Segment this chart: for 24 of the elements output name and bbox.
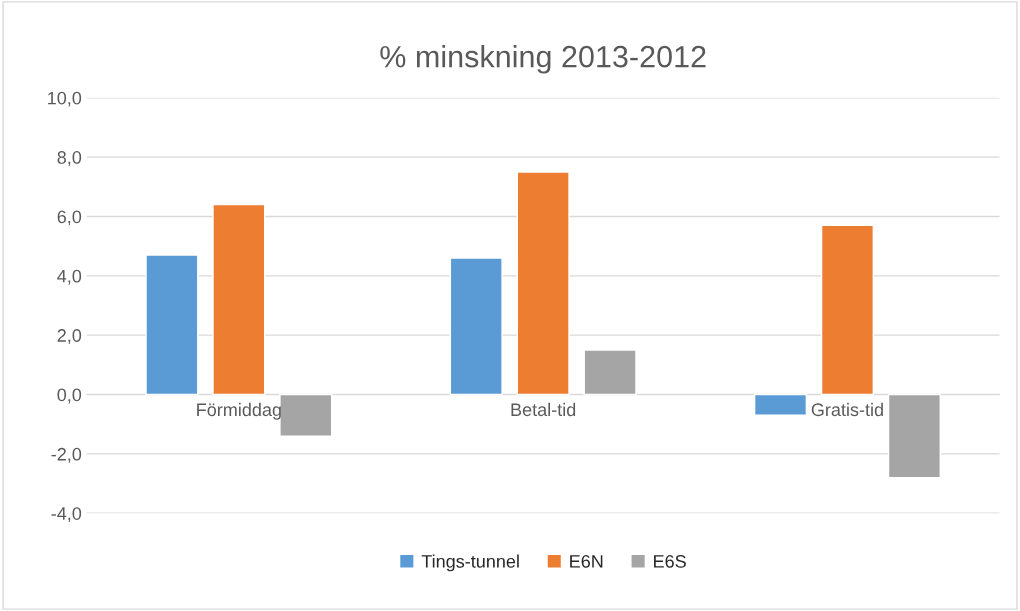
x-tick-label: Betal-tid bbox=[511, 402, 576, 417]
bar bbox=[820, 224, 875, 396]
y-tick-label: 0,0 bbox=[57, 388, 82, 404]
legend-label: E6N bbox=[570, 554, 603, 568]
y-tick-label: 6,0 bbox=[57, 210, 82, 226]
bar bbox=[212, 203, 266, 396]
y-tick-label: 4,0 bbox=[57, 269, 82, 285]
y-tick-label: -4,0 bbox=[51, 507, 82, 523]
bar bbox=[887, 393, 941, 479]
legend-label: Tings-tunnel bbox=[421, 554, 519, 572]
bar bbox=[516, 171, 570, 396]
bar bbox=[145, 254, 199, 396]
bar bbox=[753, 393, 808, 417]
x-tick-label: Gratis-tid bbox=[811, 402, 883, 417]
y-tick-label: 8,0 bbox=[57, 151, 82, 166]
bar bbox=[583, 349, 637, 396]
chart-title: % minskning 2013-2012 bbox=[380, 45, 706, 74]
bar bbox=[449, 257, 503, 396]
bar bbox=[279, 393, 333, 437]
y-tick-label: 2,0 bbox=[57, 329, 82, 345]
legend-label: E6S bbox=[654, 554, 686, 568]
y-tick-label: -2,0 bbox=[51, 447, 82, 463]
y-tick-label: 10,0 bbox=[48, 91, 82, 107]
x-tick-label: Förmiddag bbox=[197, 402, 281, 420]
